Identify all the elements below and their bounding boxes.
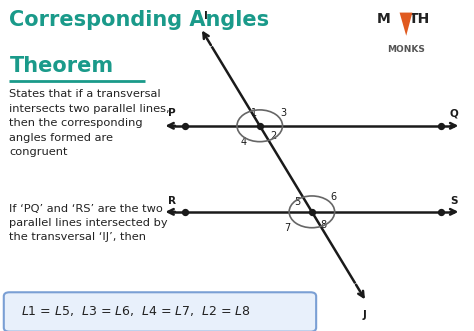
Text: Theorem: Theorem (9, 56, 114, 76)
Text: States that if a transversal
intersects two parallel lines,
then the correspondi: States that if a transversal intersects … (9, 89, 170, 157)
Text: 4: 4 (240, 137, 246, 147)
Text: 1: 1 (251, 108, 257, 118)
Text: M: M (377, 12, 391, 25)
Point (181, 209, 189, 214)
Text: P: P (168, 109, 176, 118)
Text: S: S (450, 196, 457, 206)
Text: 7: 7 (284, 223, 291, 233)
Text: Corresponding Angles: Corresponding Angles (9, 10, 270, 30)
Text: 8: 8 (321, 220, 327, 230)
Text: R: R (168, 196, 176, 206)
Point (181, 123, 189, 128)
Point (437, 209, 445, 214)
Text: J: J (362, 310, 366, 320)
Text: If ‘PQ’ and ‘RS’ are the two
parallel lines intersected by
the transversal ‘IJ’,: If ‘PQ’ and ‘RS’ are the two parallel li… (9, 204, 168, 242)
Text: 3: 3 (281, 108, 286, 118)
Point (437, 123, 445, 128)
Text: $\it{L}$1 = $\it{L}$5,  $\it{L}$3 = $\it{L}$6,  $\it{L}$4 = $\it{L}$7,  $\it{L}$: $\it{L}$1 = $\it{L}$5, $\it{L}$3 = $\it{… (21, 305, 251, 318)
Text: 6: 6 (330, 192, 336, 202)
Text: 2: 2 (270, 131, 276, 141)
Point (308, 209, 316, 214)
Text: 5: 5 (294, 197, 301, 207)
Text: I: I (204, 11, 208, 21)
Polygon shape (400, 13, 412, 36)
Text: Q: Q (449, 109, 458, 118)
FancyBboxPatch shape (4, 292, 316, 331)
Text: MONKS: MONKS (387, 45, 425, 54)
Text: TH: TH (409, 12, 430, 25)
Point (256, 123, 264, 128)
